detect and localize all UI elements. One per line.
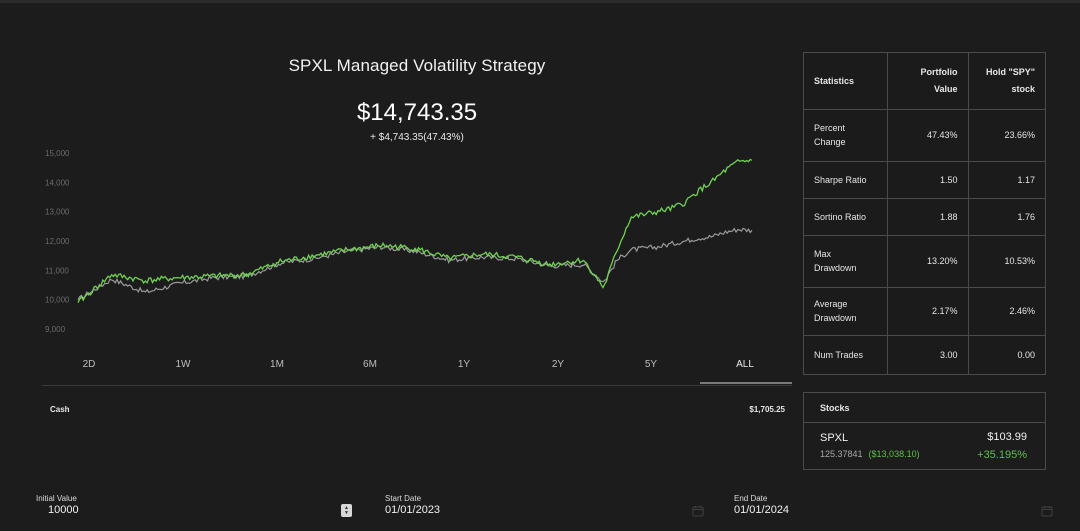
- hold-header-line-1: Hold "SPY": [985, 66, 1035, 77]
- stat-row-sharpe-ratio: Sharpe Ratio 1.50 1.17: [804, 161, 1045, 199]
- stat-label: Sortino Ratio: [804, 198, 887, 236]
- active-range-indicator: [700, 382, 792, 384]
- y-tick-label: 15,000: [45, 149, 70, 158]
- stat-hold-value: 23.66%: [968, 109, 1045, 162]
- initial-value-input[interactable]: [48, 504, 328, 516]
- chart-title: SPXL Managed Volatility Strategy: [288, 56, 546, 75]
- stat-row-sortino-ratio: Sortino Ratio 1.88 1.76: [804, 198, 1045, 236]
- y-tick-label: 10,000: [45, 296, 70, 305]
- end-date-label: End Date: [734, 494, 768, 503]
- stat-label-line-1: Max: [814, 249, 832, 259]
- stat-portfolio-value: 1.50: [886, 161, 969, 199]
- range-5y-button[interactable]: 5Y: [621, 359, 681, 370]
- range-2d-button[interactable]: 2D: [59, 359, 119, 370]
- stat-hold-value: 1.17: [968, 161, 1045, 199]
- y-tick-label: 13,000: [45, 208, 70, 217]
- stock-price: $103.99: [987, 431, 1027, 443]
- portfolio-current-value: $14,743.35: [356, 99, 478, 126]
- cash-value: $1,705.25: [749, 405, 785, 414]
- stock-change: +35.195%: [977, 449, 1027, 461]
- range-1y-button[interactable]: 1Y: [434, 359, 494, 370]
- portfolio-value-header: Portfolio Value: [886, 53, 969, 110]
- end-date-calendar-icon[interactable]: [1041, 505, 1053, 517]
- stat-label: Sharpe Ratio: [804, 161, 887, 199]
- stat-label-line-2: Change: [814, 137, 846, 147]
- range-2y-button[interactable]: 2Y: [528, 359, 588, 370]
- portfolio-change: + $4,743.35(47.43%): [370, 132, 464, 143]
- stepper-up-icon[interactable]: ▲: [344, 504, 349, 511]
- performance-chart[interactable]: 9,000 10,000 11,000 12,000 13,000 14,000 15,00…: [40, 143, 770, 343]
- range-1m-button[interactable]: 1M: [247, 359, 307, 370]
- stat-label-line-2: Drawdown: [814, 313, 857, 323]
- stocks-panel: Stocks SPXL 125.37841 ($13,038.10) $103.9…: [803, 392, 1046, 470]
- portfolio-header-line-2: Value: [933, 83, 958, 94]
- stock-shares: 125.37841 ($13,038.10): [820, 449, 920, 459]
- range-all-button[interactable]: ALL: [715, 359, 775, 370]
- portfolio-header-line-1: Portfolio: [920, 66, 958, 77]
- stock-symbol: SPXL: [820, 432, 849, 444]
- range-6m-button[interactable]: 6M: [340, 359, 400, 370]
- hold-header-line-2: stock: [1011, 83, 1035, 94]
- stat-row-percent-change: Percent Change 47.43% 23.66%: [804, 109, 1045, 162]
- start-date-label: Start Date: [385, 494, 422, 503]
- y-tick-label: 14,000: [45, 178, 70, 187]
- stat-row-num-trades: Num Trades 3.00 0.00: [804, 335, 1045, 374]
- stat-row-average-drawdown: Average Drawdown 2.17% 2.46%: [804, 287, 1045, 336]
- stat-hold-value: 1.76: [968, 198, 1045, 236]
- y-axis-ticks: 9,000 10,000 11,000 12,000 13,000 14,000 15,00…: [45, 149, 70, 334]
- stat-portfolio-value: 2.17%: [886, 287, 969, 336]
- stepper-down-icon[interactable]: ▼: [344, 509, 349, 516]
- initial-value-stepper[interactable]: ▲ ▼: [341, 504, 352, 517]
- stat-label-line-2: Drawdown: [814, 263, 857, 273]
- y-tick-label: 9,000: [45, 325, 66, 334]
- stat-portfolio-value: 3.00: [886, 335, 969, 374]
- end-date-input[interactable]: [734, 504, 1024, 516]
- cash-label: Cash: [50, 405, 70, 414]
- stat-label: Percent Change: [804, 109, 887, 162]
- y-tick-label: 11,000: [45, 266, 69, 275]
- start-date-calendar-icon[interactable]: [692, 505, 704, 517]
- stat-portfolio-value: 1.88: [886, 198, 969, 236]
- stat-portfolio-value: 13.20%: [886, 235, 969, 288]
- stock-holding-value: ($13,038.10): [868, 449, 920, 459]
- stat-portfolio-value: 47.43%: [886, 109, 969, 162]
- statistics-header-row: Statistics Portfolio Value Hold "SPY" st…: [804, 53, 1045, 110]
- statistics-table: Statistics Portfolio Value Hold "SPY" st…: [803, 52, 1046, 375]
- statistics-header: Statistics: [804, 53, 887, 110]
- stat-hold-value: 10.53%: [968, 235, 1045, 288]
- hold-spy-header: Hold "SPY" stock: [968, 53, 1045, 110]
- strategy-line: [77, 158, 753, 303]
- range-1w-button[interactable]: 1W: [153, 359, 213, 370]
- stat-hold-value: 2.46%: [968, 287, 1045, 336]
- stat-label: Average Drawdown: [804, 287, 887, 336]
- stat-label: Num Trades: [814, 349, 864, 360]
- stocks-title: Stocks: [804, 393, 1045, 423]
- start-date-input[interactable]: [385, 504, 675, 516]
- stat-label-line-1: Average: [814, 299, 848, 309]
- time-range-selector: 2D 1W 1M 6M 1Y 2Y 5Y ALL: [42, 353, 792, 386]
- stock-row-spxl[interactable]: SPXL 125.37841 ($13,038.10) $103.99 +35.1…: [804, 423, 1045, 469]
- y-tick-label: 12,000: [45, 237, 70, 246]
- initial-value-label: Initial Value: [36, 494, 77, 503]
- stock-share-count: 125.37841: [820, 449, 863, 459]
- stat-label-line-1: Percent: [814, 123, 846, 133]
- stat-row-max-drawdown: Max Drawdown 13.20% 10.53%: [804, 235, 1045, 288]
- stat-label: Max Drawdown: [804, 235, 887, 288]
- stat-hold-value: 0.00: [1017, 349, 1035, 360]
- benchmark-line: [77, 227, 753, 301]
